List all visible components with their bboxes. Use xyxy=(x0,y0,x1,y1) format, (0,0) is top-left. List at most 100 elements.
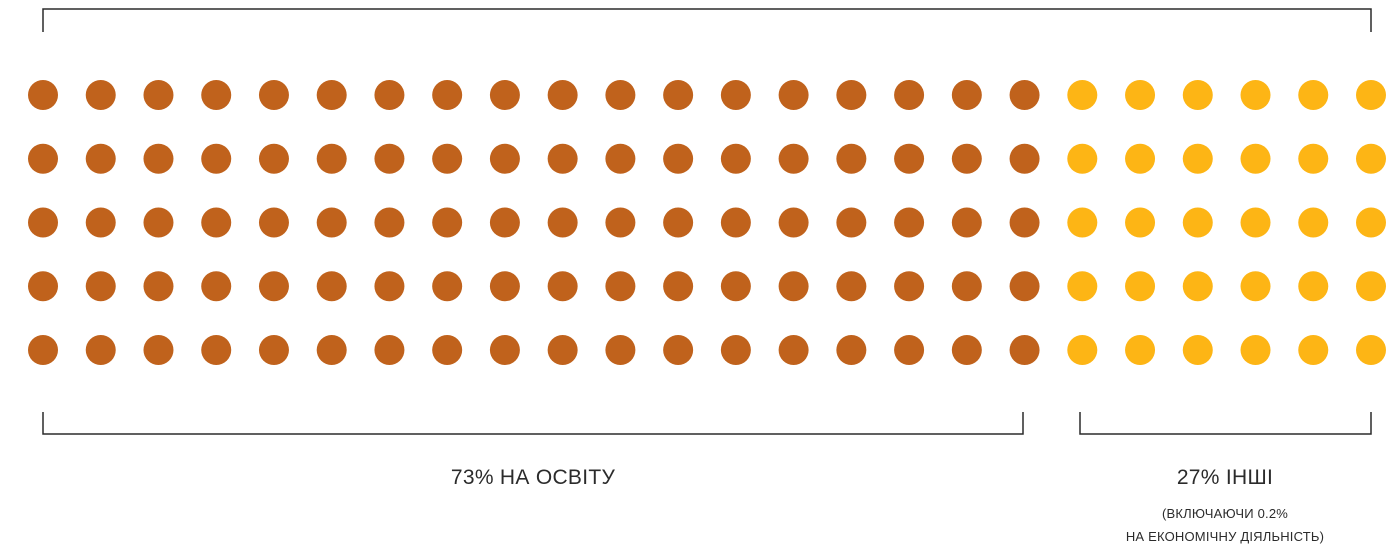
other-dot xyxy=(1356,143,1386,174)
education-dot xyxy=(201,207,232,238)
education-dot xyxy=(432,335,463,365)
education-dot xyxy=(663,80,694,110)
other-dot xyxy=(1125,207,1156,238)
education-dot xyxy=(432,207,463,238)
education-dot xyxy=(85,143,116,174)
education-dot xyxy=(489,80,520,110)
education-dot xyxy=(316,335,347,365)
education-dot xyxy=(201,335,232,365)
other-dot xyxy=(1356,271,1386,302)
education-dot xyxy=(489,143,520,174)
education-dot xyxy=(547,335,578,365)
education-dot xyxy=(836,143,867,174)
education-dot xyxy=(720,143,751,174)
education-dot xyxy=(432,271,463,302)
other-dot xyxy=(1356,207,1386,238)
education-dot xyxy=(1009,335,1040,365)
education-dot xyxy=(374,143,405,174)
education-dot xyxy=(316,80,347,110)
education-dot xyxy=(1009,143,1040,174)
education-dot xyxy=(143,143,174,174)
education-dot xyxy=(432,143,463,174)
other-dot xyxy=(1182,80,1213,110)
education-dot xyxy=(720,207,751,238)
education-dot xyxy=(1009,80,1040,110)
other-dot xyxy=(1240,207,1271,238)
education-dot xyxy=(258,271,289,302)
education-dot xyxy=(28,207,58,238)
education-dot xyxy=(374,271,405,302)
education-dot xyxy=(201,143,232,174)
education-dot xyxy=(374,207,405,238)
other-dot xyxy=(1067,143,1098,174)
education-dot xyxy=(778,271,809,302)
other-label: 27% ІНШІ xyxy=(1176,466,1274,489)
other-dot xyxy=(1240,143,1271,174)
other-dot xyxy=(1067,80,1098,110)
education-dot xyxy=(85,80,116,110)
education-dot xyxy=(894,207,925,238)
other-dot xyxy=(1240,271,1271,302)
education-dot xyxy=(28,271,58,302)
top-bracket xyxy=(42,8,1372,32)
education-dot xyxy=(258,80,289,110)
other-dot xyxy=(1240,335,1271,365)
education-dot xyxy=(720,335,751,365)
other-dot xyxy=(1182,207,1213,238)
education-dot xyxy=(778,335,809,365)
education-dot xyxy=(85,207,116,238)
other-note-line-1: (ВКЛЮЧАЮЧИ 0.2% xyxy=(1161,506,1289,521)
education-dot xyxy=(836,207,867,238)
education-dot xyxy=(605,143,636,174)
other-dot xyxy=(1125,80,1156,110)
education-dot xyxy=(201,271,232,302)
education-dot xyxy=(489,271,520,302)
education-dot xyxy=(778,80,809,110)
education-dot xyxy=(951,271,982,302)
education-dot xyxy=(143,207,174,238)
education-label: 73% НА ОСВІТУ xyxy=(450,466,616,489)
education-dot xyxy=(836,271,867,302)
education-dot xyxy=(143,271,174,302)
other-note-line-2: НА ЕКОНОМІЧНУ ДІЯЛЬНІСТЬ) xyxy=(1125,529,1325,544)
other-dot xyxy=(1356,80,1386,110)
education-dot xyxy=(605,335,636,365)
other-dot xyxy=(1067,207,1098,238)
education-dot xyxy=(894,335,925,365)
education-dot xyxy=(720,80,751,110)
education-dot xyxy=(605,80,636,110)
education-dot xyxy=(1009,271,1040,302)
education-dot xyxy=(85,335,116,365)
education-dot xyxy=(663,143,694,174)
education-dot xyxy=(663,207,694,238)
education-dot xyxy=(547,271,578,302)
education-dot xyxy=(547,143,578,174)
education-dot xyxy=(316,207,347,238)
education-dot xyxy=(778,143,809,174)
education-dot xyxy=(316,143,347,174)
other-dot xyxy=(1356,335,1386,365)
education-dot xyxy=(28,335,58,365)
education-dot xyxy=(316,271,347,302)
education-dot xyxy=(547,207,578,238)
education-dot xyxy=(374,80,405,110)
education-dot xyxy=(720,271,751,302)
education-dot xyxy=(894,143,925,174)
education-dot xyxy=(836,80,867,110)
education-dot xyxy=(605,207,636,238)
other-dot xyxy=(1298,80,1329,110)
education-dot xyxy=(605,271,636,302)
other-dot xyxy=(1182,271,1213,302)
education-dot xyxy=(28,80,58,110)
education-bracket xyxy=(42,412,1024,435)
education-dot xyxy=(489,207,520,238)
other-dot xyxy=(1298,143,1329,174)
education-dot xyxy=(28,143,58,174)
education-dot xyxy=(258,207,289,238)
education-dot xyxy=(201,80,232,110)
other-bracket xyxy=(1079,412,1372,435)
other-dot xyxy=(1298,207,1329,238)
education-dot xyxy=(836,335,867,365)
other-dot xyxy=(1067,271,1098,302)
other-dot xyxy=(1125,271,1156,302)
